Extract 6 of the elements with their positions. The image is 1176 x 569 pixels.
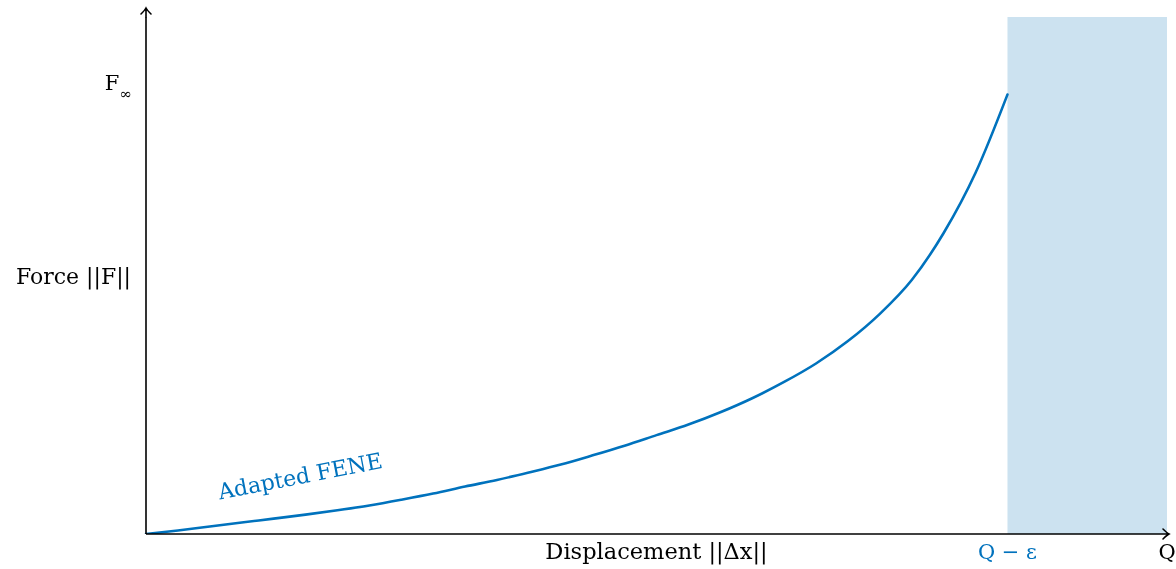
text: Adapted FENE <box>214 448 385 505</box>
y-axis-title: Force ||F|| <box>15 263 131 290</box>
x-axis-title: Displacement ||Δx|| <box>545 538 768 565</box>
text: F$_{∞}$ <box>104 71 132 103</box>
x-tick-label: Q − ε <box>977 540 1037 564</box>
x-tick-label: Q <box>1158 540 1176 564</box>
